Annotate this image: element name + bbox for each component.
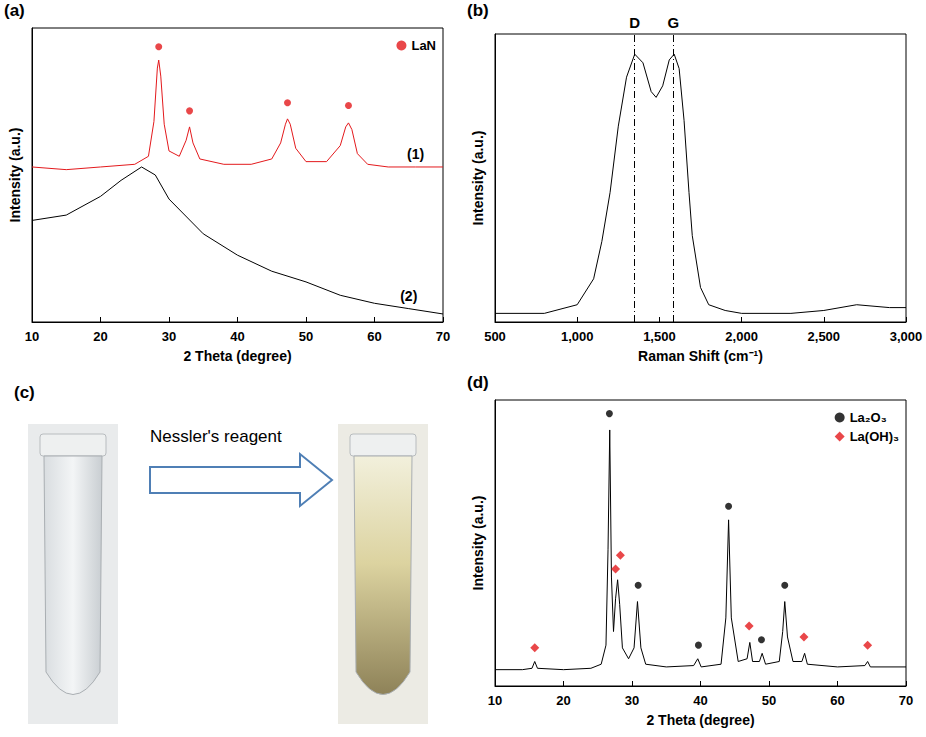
- svg-text:(1): (1): [407, 146, 424, 162]
- svg-text:La(OH)₃: La(OH)₃: [850, 429, 899, 444]
- svg-text:60: 60: [830, 693, 844, 708]
- svg-text:Raman Shift (cm⁻¹): Raman Shift (cm⁻¹): [638, 348, 763, 364]
- svg-text:10: 10: [25, 329, 39, 344]
- svg-text:70: 70: [436, 329, 450, 344]
- svg-text:Intensity (a.u.): Intensity (a.u.): [470, 496, 486, 591]
- svg-text:10: 10: [488, 693, 502, 708]
- svg-text:LaN: LaN: [411, 38, 436, 53]
- svg-text:2,500: 2,500: [808, 329, 841, 344]
- svg-text:30: 30: [625, 693, 639, 708]
- svg-text:D: D: [629, 14, 640, 31]
- svg-text:(2): (2): [400, 288, 417, 304]
- svg-text:(a): (a): [4, 1, 25, 20]
- svg-text:(c): (c): [14, 383, 35, 402]
- svg-text:40: 40: [693, 693, 707, 708]
- svg-text:Intensity (a.u.): Intensity (a.u.): [470, 131, 486, 226]
- svg-text:40: 40: [230, 329, 244, 344]
- svg-text:20: 20: [556, 693, 570, 708]
- svg-text:La₂O₃: La₂O₃: [850, 410, 887, 425]
- svg-text:(b): (b): [467, 1, 489, 20]
- svg-text:(d): (d): [467, 373, 489, 392]
- svg-text:2 Theta (degree): 2 Theta (degree): [646, 712, 754, 728]
- svg-text:Intensity (a.u.): Intensity (a.u.): [7, 128, 23, 223]
- svg-text:50: 50: [299, 329, 313, 344]
- svg-text:70: 70: [899, 693, 913, 708]
- svg-text:50: 50: [762, 693, 776, 708]
- svg-text:1,000: 1,000: [561, 329, 594, 344]
- svg-text:2 Theta (degree): 2 Theta (degree): [183, 348, 291, 364]
- svg-text:1,500: 1,500: [643, 329, 676, 344]
- svg-text:30: 30: [162, 329, 176, 344]
- svg-text:G: G: [668, 14, 680, 31]
- svg-text:500: 500: [484, 329, 506, 344]
- svg-text:3,000: 3,000: [890, 329, 923, 344]
- svg-text:Nessler's reagent: Nessler's reagent: [150, 427, 282, 446]
- svg-text:60: 60: [367, 329, 381, 344]
- svg-text:2,000: 2,000: [725, 329, 758, 344]
- svg-text:20: 20: [93, 329, 107, 344]
